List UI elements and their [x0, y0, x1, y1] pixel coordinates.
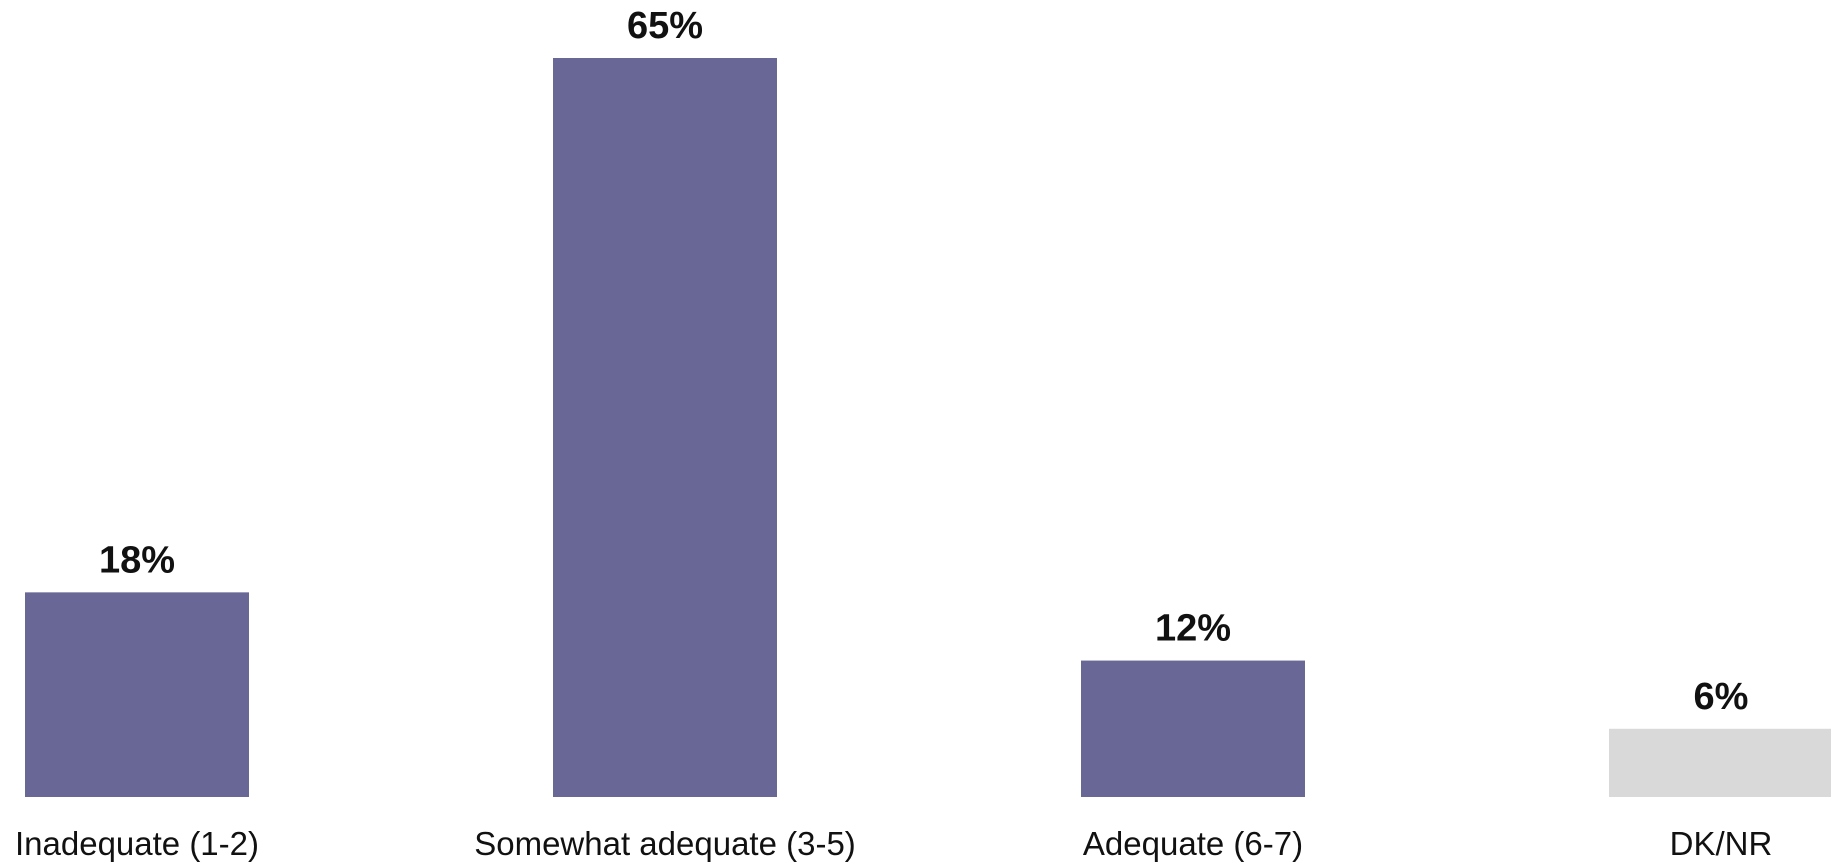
bar-somewhat-adequate-3-5	[553, 58, 777, 797]
category-labels-group: Inadequate (1-2) Somewhat adequate (3-5) A…	[15, 825, 1772, 862]
value-labels-group: 18% 65% 12% 6%	[99, 5, 1748, 718]
category-label-inadequate-1-2: Inadequate (1-2)	[15, 825, 259, 862]
bar-inadequate-1-2	[25, 592, 249, 797]
category-label-somewhat-adequate-3-5: Somewhat adequate (3-5)	[474, 825, 856, 862]
value-label-adequate-6-7: 12%	[1155, 608, 1231, 650]
value-label-dk-nr: 6%	[1694, 676, 1749, 718]
bar-adequate-6-7	[1081, 660, 1305, 797]
category-label-dk-nr: DK/NR	[1670, 825, 1773, 862]
bar-dk-nr	[1609, 728, 1831, 797]
category-label-adequate-6-7: Adequate (6-7)	[1083, 825, 1303, 862]
value-label-inadequate-1-2: 18%	[99, 539, 175, 581]
bars-group	[25, 58, 1831, 797]
value-label-somewhat-adequate-3-5: 65%	[627, 5, 703, 47]
